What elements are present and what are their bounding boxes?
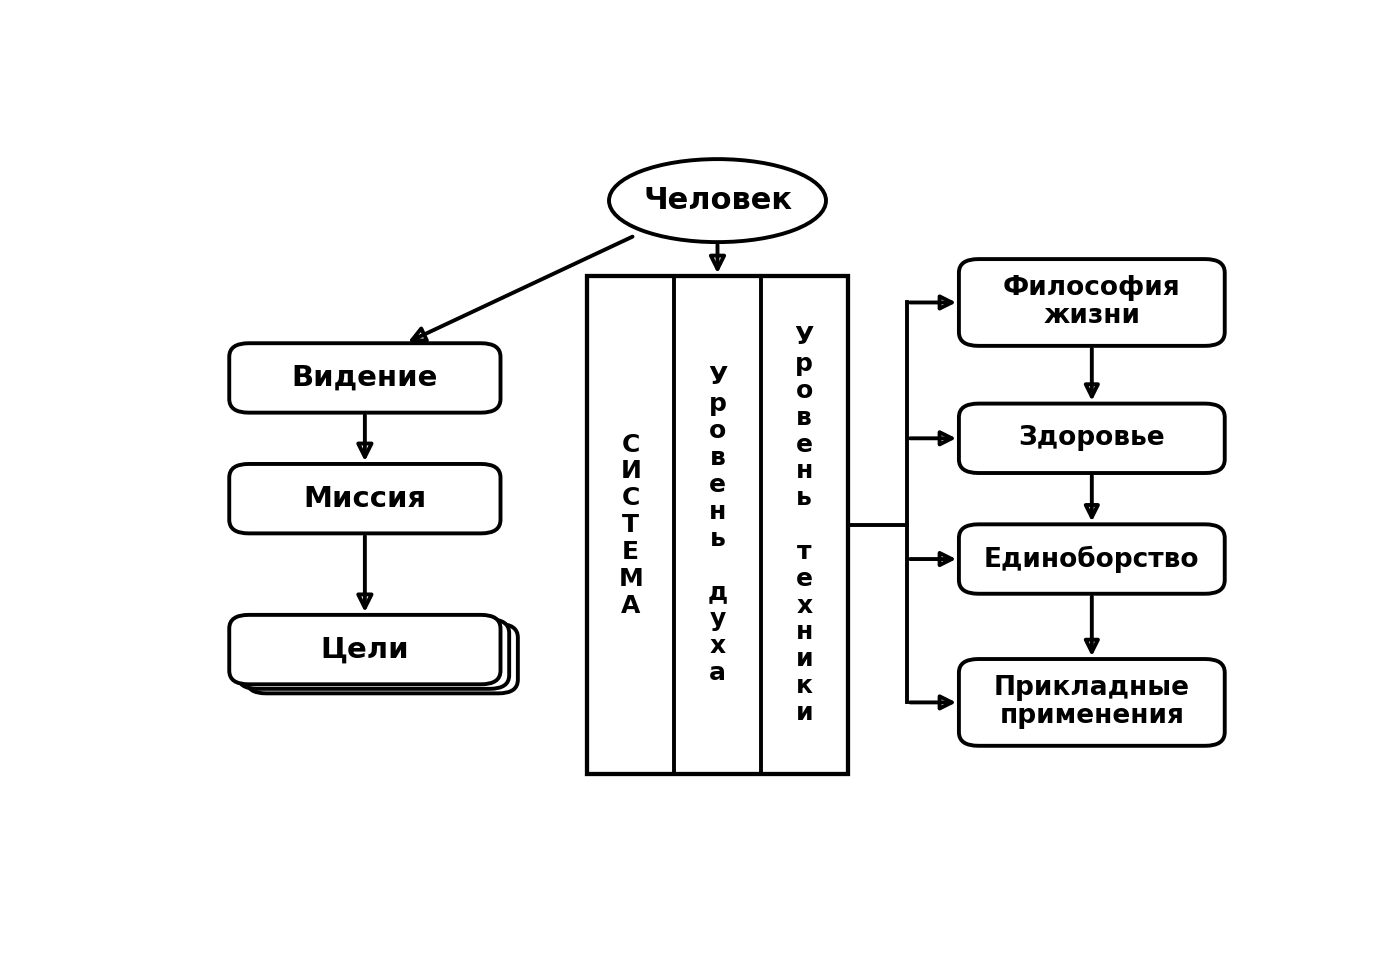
FancyBboxPatch shape xyxy=(238,619,510,689)
Text: Цели: Цели xyxy=(321,636,409,663)
FancyBboxPatch shape xyxy=(959,404,1225,473)
FancyBboxPatch shape xyxy=(959,524,1225,594)
FancyBboxPatch shape xyxy=(246,624,518,694)
FancyBboxPatch shape xyxy=(959,259,1225,346)
Text: У
р
о
в
е
н
ь
 
д
у
х
а: У р о в е н ь д у х а xyxy=(707,366,728,685)
Text: С
И
С
Т
Е
М
А: С И С Т Е М А xyxy=(619,432,643,617)
FancyBboxPatch shape xyxy=(959,659,1225,746)
Text: У
р
о
в
е
н
ь
 
т
е
х
н
и
к
и: У р о в е н ь т е х н и к и xyxy=(795,325,813,725)
Ellipse shape xyxy=(609,159,826,242)
Text: Миссия: Миссия xyxy=(304,485,427,513)
FancyBboxPatch shape xyxy=(230,343,501,413)
FancyBboxPatch shape xyxy=(230,464,501,533)
Text: Здоровье: Здоровье xyxy=(1019,425,1165,452)
Text: Видение: Видение xyxy=(291,364,438,392)
Text: Единоборство: Единоборство xyxy=(984,546,1200,572)
Text: Прикладные
применения: Прикладные применения xyxy=(994,675,1190,729)
Text: Философия
жизни: Философия жизни xyxy=(1002,275,1180,329)
Bar xyxy=(588,276,847,774)
FancyBboxPatch shape xyxy=(230,614,501,684)
Text: Человек: Человек xyxy=(643,186,792,215)
